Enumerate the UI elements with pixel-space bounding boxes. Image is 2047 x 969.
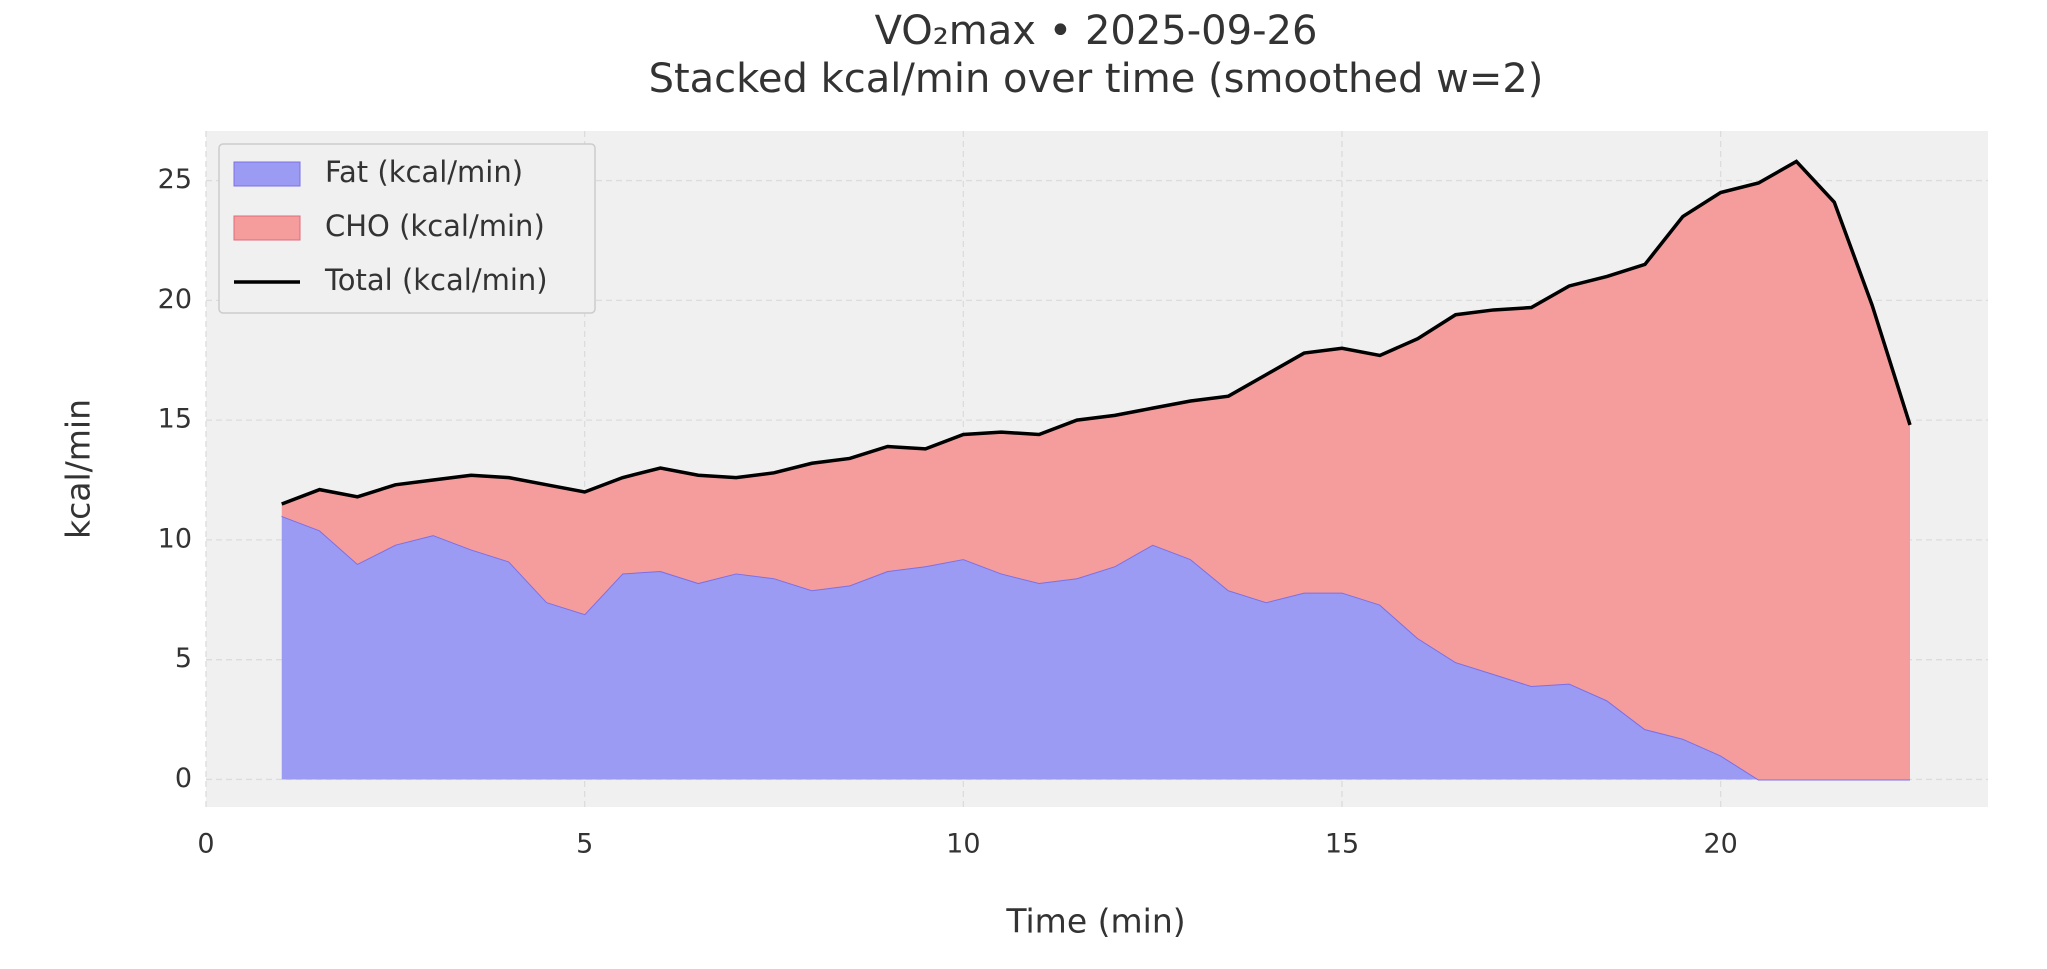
legend-label: Total (kcal/min) [324,263,548,297]
area [281,515,1910,780]
legend-label: CHO (kcal/min) [325,209,545,243]
y-tick-label: 25 [158,164,192,195]
y-tick-label: 0 [175,763,192,794]
y-axis-label: kcal/min [59,399,98,539]
legend-swatch [233,215,301,241]
legend-label: Fat (kcal/min) [325,155,523,189]
legend-box [218,143,596,314]
y-tick-label: 5 [175,643,192,674]
legend: Fat (kcal/min) CHO (kcal/min) Total (kcal/… [218,143,596,314]
area [281,161,1910,780]
y-tick-label: 10 [158,523,192,554]
x-tick-label: 10 [946,829,980,860]
line [281,159,1912,506]
legend-swatch [233,161,301,187]
chart-subtitle: Stacked kcal/min over time (smoothed w=2… [649,56,1544,102]
y-tick-label: 20 [158,284,192,315]
chart-title: VO₂max • 2025-09-26 [875,8,1318,54]
x-tick-label: 5 [576,829,593,860]
y-tick-label: 15 [158,404,192,435]
x-tick-label: 0 [197,829,214,860]
x-axis-label: Time (min) [1005,902,1185,941]
x-tick-label: 20 [1703,829,1737,860]
x-tick-label: 15 [1325,829,1359,860]
